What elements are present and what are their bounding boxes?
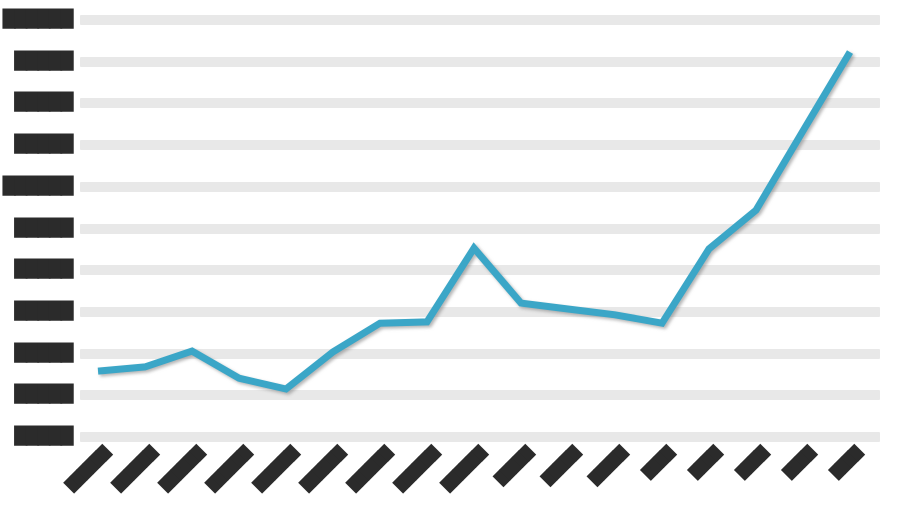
y-tick-label: █████ — [14, 259, 73, 280]
y-tick-label: ██████ — [2, 9, 74, 30]
gridline — [80, 265, 880, 276]
y-tick-label: █████ — [14, 301, 73, 322]
gridline — [80, 390, 880, 401]
y-tick-label: █████ — [14, 426, 73, 447]
y-tick-label: █████ — [14, 134, 73, 155]
gridline — [80, 348, 880, 359]
gridline — [80, 432, 880, 442]
gridline — [80, 306, 880, 317]
y-tick-label: █████ — [14, 218, 73, 238]
y-tick-label: █████ — [14, 343, 73, 364]
gridline — [80, 181, 880, 192]
gridline — [80, 223, 880, 234]
y-tick-label: █████ — [14, 384, 73, 405]
gridline — [80, 15, 880, 25]
series-line — [97, 50, 854, 393]
gridline — [80, 56, 880, 67]
y-tick-label: █████ — [14, 51, 73, 72]
y-tick-label: ██████ — [2, 176, 74, 197]
gridline — [80, 140, 880, 151]
gridline — [80, 98, 880, 109]
y-tick-label: █████ — [14, 92, 73, 113]
